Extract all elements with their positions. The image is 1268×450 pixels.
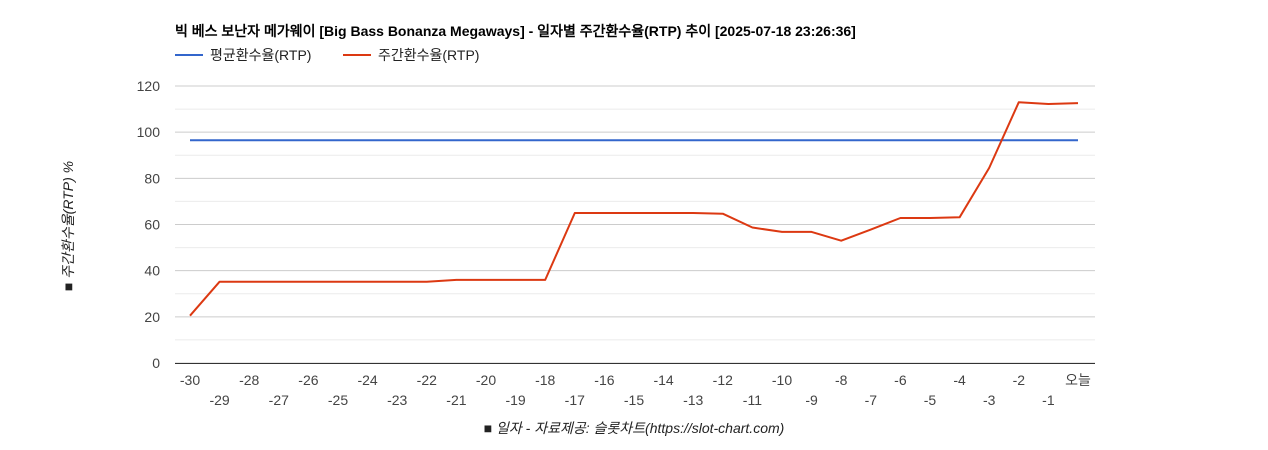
legend-item-weekly[interactable]: 주간환수율(RTP) xyxy=(343,47,479,63)
x-tick-label: -22 xyxy=(417,372,437,388)
gridlines xyxy=(175,85,1095,364)
x-tick-label: -7 xyxy=(865,392,878,408)
x-tick-label: -1 xyxy=(1042,392,1055,408)
x-tick-label: -18 xyxy=(535,372,555,388)
x-tick-label: -17 xyxy=(565,392,585,408)
y-tick-label: 0 xyxy=(152,355,160,371)
x-tick-label: -10 xyxy=(772,372,792,388)
x-tick-label: -25 xyxy=(328,392,348,408)
x-tick-label: -2 xyxy=(1013,372,1026,388)
chart-title: 빅 베스 보난자 메가웨이 [Big Bass Bonanza Megaways… xyxy=(175,23,856,39)
y-tick-label: 120 xyxy=(137,78,161,94)
x-tick-label: -3 xyxy=(983,392,996,408)
x-tick-label: -4 xyxy=(953,372,966,388)
legend: 평균환수율(RTP) 주간환수율(RTP) xyxy=(175,47,479,63)
x-tick-label: -16 xyxy=(594,372,614,388)
x-tick-label: -28 xyxy=(239,372,259,388)
x-tick-label: -27 xyxy=(269,392,289,408)
x-tick-label: -9 xyxy=(805,392,818,408)
x-tick-label: -5 xyxy=(924,392,937,408)
series-lines xyxy=(189,101,1079,317)
y-axis-ticks: 0 20 40 60 80 100 120 xyxy=(137,78,161,371)
x-tick-label: -6 xyxy=(894,372,907,388)
y-tick-label: 20 xyxy=(144,309,160,325)
x-tick-label: -26 xyxy=(298,372,318,388)
legend-item-average[interactable]: 평균환수율(RTP) xyxy=(175,47,311,63)
series-line-weekly[interactable] xyxy=(189,101,1079,317)
y-tick-label: 60 xyxy=(144,217,160,233)
x-tick-label: -8 xyxy=(835,372,848,388)
x-tick-label: -20 xyxy=(476,372,496,388)
x-tick-label: -23 xyxy=(387,392,407,408)
x-axis-title: ■ 일자 - 자료제공: 슬롯차트(https://slot-chart.com… xyxy=(484,420,785,436)
x-tick-label: -15 xyxy=(624,392,644,408)
x-tick-label: 오늘 xyxy=(1065,372,1091,388)
x-tick-label: -11 xyxy=(743,392,762,408)
y-tick-label: 100 xyxy=(137,124,161,140)
x-tick-label: -19 xyxy=(505,392,525,408)
x-tick-label: -30 xyxy=(180,372,200,388)
x-tick-label: -13 xyxy=(683,392,703,408)
x-tick-label: -29 xyxy=(209,392,229,408)
x-axis-ticks: -30-29-28-27-26-25-24-23-22-21-20-19-18-… xyxy=(180,372,1091,408)
x-tick-label: -14 xyxy=(653,372,673,388)
legend-label-average: 평균환수율(RTP) xyxy=(210,47,311,63)
y-axis-title: ■ 주간환수율(RTP) % xyxy=(60,161,76,291)
y-tick-label: 80 xyxy=(144,170,160,186)
x-tick-label: -21 xyxy=(446,392,466,408)
x-tick-label: -12 xyxy=(713,372,733,388)
legend-label-weekly: 주간환수율(RTP) xyxy=(378,47,479,63)
x-tick-label: -24 xyxy=(357,372,377,388)
y-tick-label: 40 xyxy=(144,263,160,279)
